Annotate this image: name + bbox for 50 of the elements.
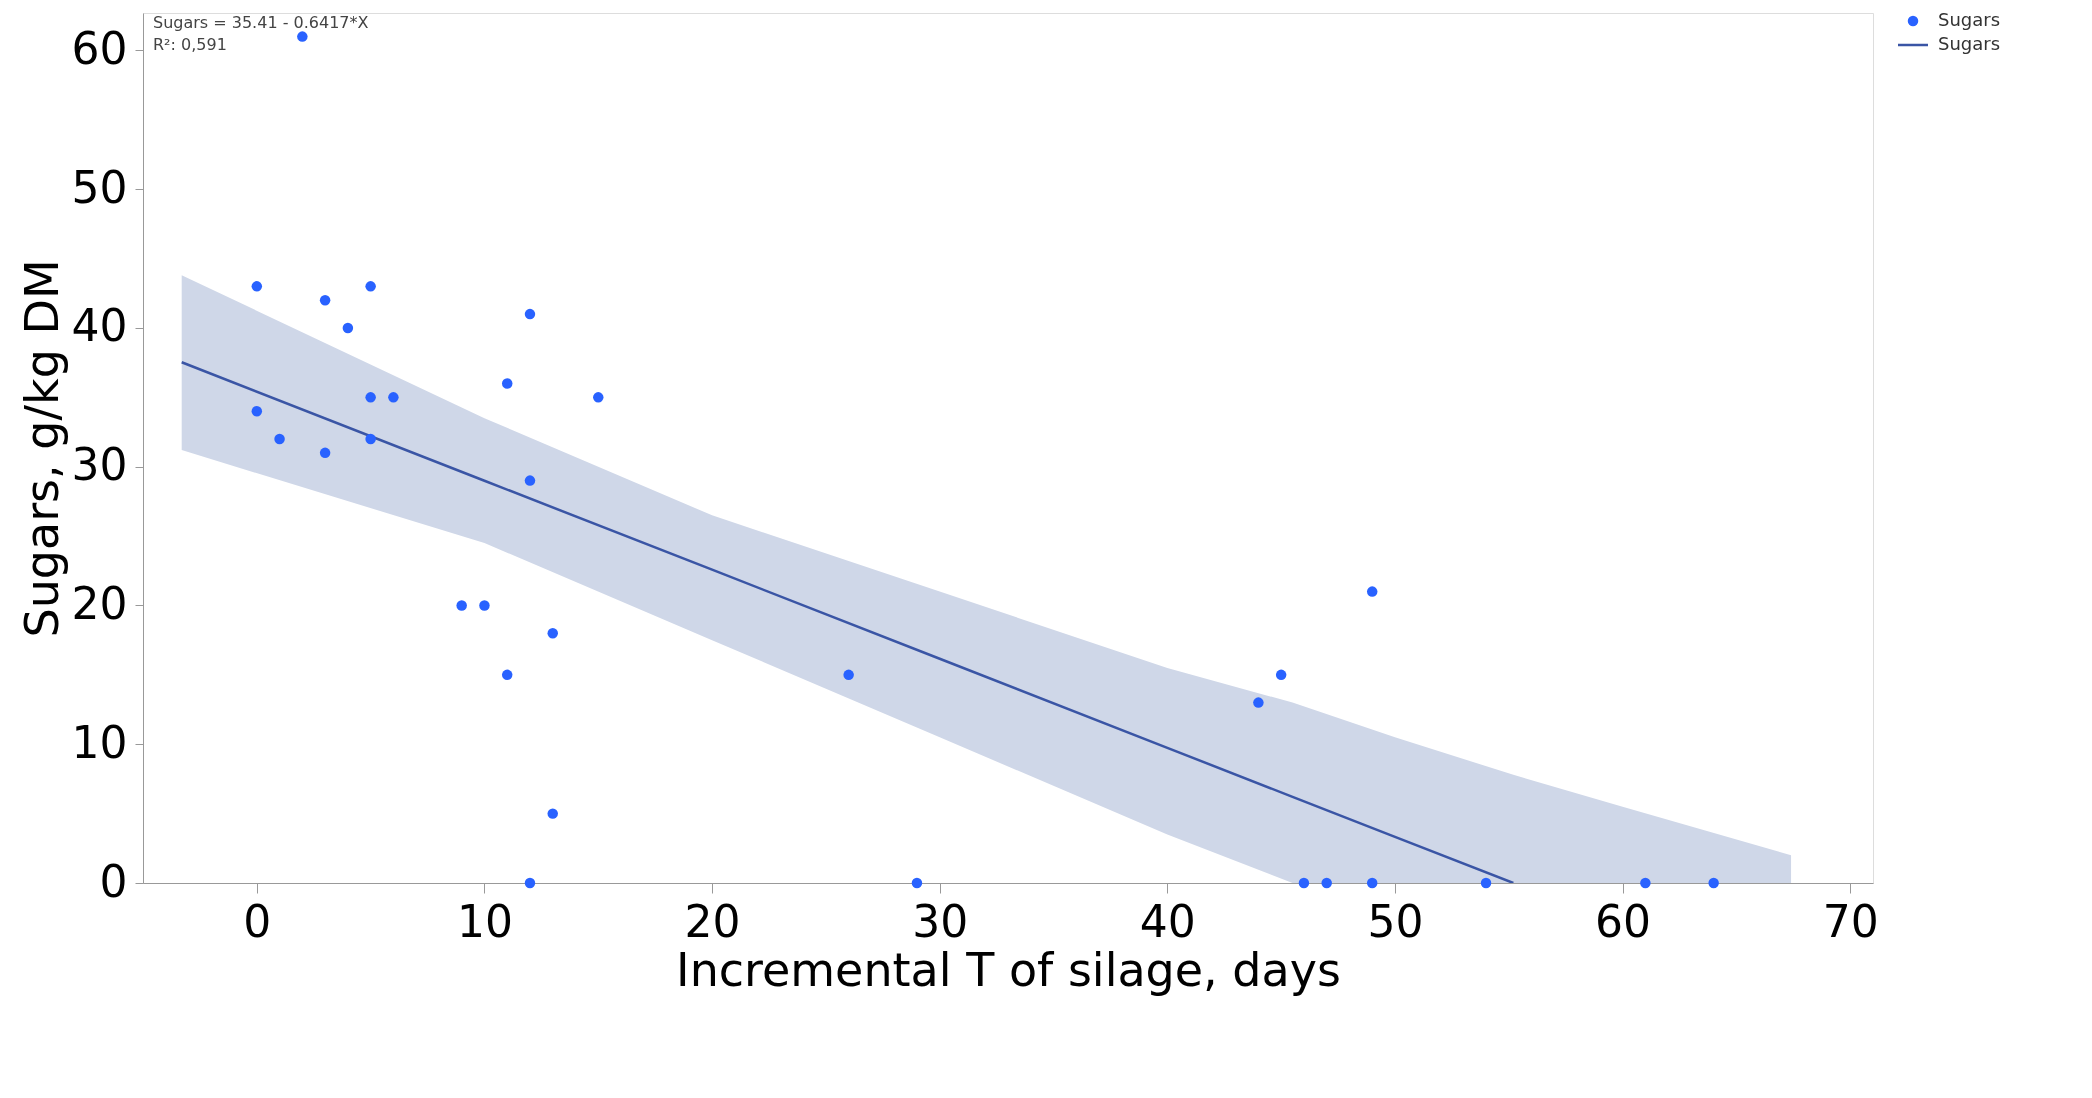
point — [365, 392, 376, 403]
x-tick-label: 70 — [1822, 895, 1879, 947]
x-tick-label: 10 — [456, 895, 513, 947]
y-tick-label: 20 — [71, 577, 128, 629]
y-tick-label: 30 — [71, 439, 128, 491]
point — [501, 669, 513, 681]
point — [843, 669, 854, 681]
point — [388, 392, 399, 403]
y-tick-label: 0 — [99, 855, 128, 907]
point — [1298, 877, 1310, 889]
point — [1708, 877, 1719, 889]
point — [524, 475, 536, 486]
y-tick-label: 10 — [71, 716, 128, 768]
point — [365, 281, 376, 292]
point — [456, 600, 467, 611]
point — [1640, 877, 1651, 889]
point — [274, 433, 285, 445]
point — [365, 433, 376, 445]
annotation: Sugars = 35.41 - 0.6417*X — [153, 13, 369, 32]
y-tick-label: 60 — [71, 22, 128, 74]
point — [501, 378, 513, 389]
point — [297, 31, 308, 42]
point — [342, 322, 354, 334]
point — [1275, 669, 1287, 681]
point — [251, 281, 263, 292]
annotation: R²: 0,591 — [153, 35, 227, 54]
point — [524, 877, 536, 889]
y-tick-label: 50 — [71, 161, 128, 213]
line-series — [180, 361, 1515, 883]
point — [319, 294, 331, 306]
point — [524, 308, 536, 320]
legend-label: Sugars — [1938, 33, 2001, 54]
point — [593, 392, 604, 403]
point — [251, 406, 263, 417]
point — [479, 600, 490, 611]
y-axis-title: Sugars, g/kg DM — [14, 259, 69, 638]
point — [1366, 586, 1378, 597]
point — [547, 808, 558, 819]
point — [547, 628, 558, 639]
point — [1321, 877, 1332, 889]
point — [319, 447, 331, 459]
point — [1253, 697, 1264, 708]
legend-label: Sugars — [1938, 9, 2001, 30]
point — [1366, 877, 1378, 889]
point — [911, 877, 923, 889]
x-tick-label: 50 — [1367, 895, 1424, 947]
point — [1480, 877, 1492, 889]
x-tick-label: 60 — [1595, 895, 1652, 947]
y-tick-label: 40 — [71, 300, 128, 352]
x-tick-label: 0 — [243, 895, 272, 947]
